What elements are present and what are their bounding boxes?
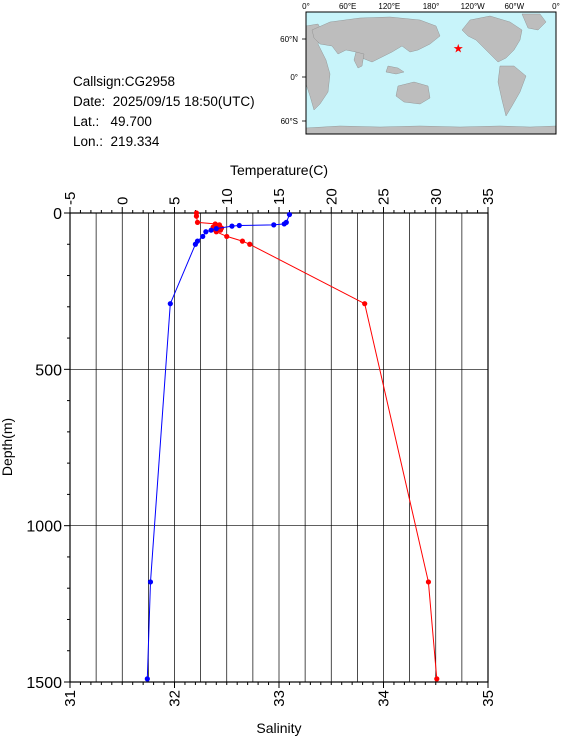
map-lat-label: 60°N [280,35,298,44]
temperature-profile-line [195,213,438,679]
salinity-data-point [200,233,206,240]
land-india [353,51,365,69]
salinity-data-point [271,222,277,228]
axis-ticks [64,207,489,688]
map-lon-label: 180° [423,2,440,11]
lon-value: 219.334 [110,134,160,149]
salinity-tick-label: 31 [62,690,79,707]
map-lat-label: 0° [290,73,298,82]
land-eurasia [311,16,441,63]
depth-tick-labels: 0 500 1000 1500 [26,206,62,692]
date-value: 2025/09/15 18:50(UTC) [112,94,255,109]
salinity-tick-label: 35 [480,690,497,707]
temperature-tick-label: 20 [323,188,340,205]
salinity-data-point [203,229,209,235]
depth-tick-label: 0 [53,206,62,223]
salinity-data-point [208,227,214,233]
salinity-data-point [236,222,242,229]
location-map: 0° 60°E 120°E 180° 120°W 60°W 0° 60°N 0° 60°S ★ [280,2,560,135]
salinity-data-point [144,676,150,682]
temperature-data-point [193,213,200,219]
lat-label: Lat.: [73,114,100,129]
temperature-tick-label: 25 [376,188,393,205]
salinity-data-point [167,301,173,307]
salinity-profile-line [146,214,290,679]
map-lon-label: 60°E [339,2,356,11]
salinity-data-point [286,211,293,218]
salinity-data-point [147,579,154,585]
callsign-row: Callsign:CG2958 [73,72,255,92]
temperature-tick-labels: -5 0 5 10 15 20 25 30 35 [62,188,497,205]
lon-row: Lon.: 219.334 [73,132,255,152]
salinity-tick-label: 33 [271,690,288,707]
map-lon-label: 60°W [505,2,525,11]
salinity-data-point [229,223,235,229]
lat-value: 49.700 [110,114,152,129]
temperature-data-point [434,676,440,682]
chart-grid [69,213,489,682]
land-greenland [521,13,547,31]
temperature-data-point [247,241,253,247]
depth-tick-label: 1500 [26,675,62,692]
land-north-america [461,15,523,63]
temperature-tick-label: 15 [271,188,288,205]
map-lat-label: 60°S [281,117,298,126]
temperature-axis-label: Temperature(C) [230,162,328,178]
lon-label: Lon.: [73,134,104,149]
map-lon-label: 120°E [378,2,400,11]
temperature-tick-label: 10 [219,188,236,205]
salinity-data-point [213,226,219,232]
station-info: Callsign:CG2958 Date: 2025/09/15 18:50(U… [73,72,255,152]
salinity-data-point [281,221,287,227]
salinity-tick-label: 34 [376,690,393,707]
temperature-tick-label: 30 [428,188,445,205]
callsign-label: Callsign: [73,74,125,89]
station-marker-icon: ★ [453,42,464,56]
temperature-tick-label: 0 [114,197,131,205]
temperature-data-point [239,238,246,244]
map-lon-labels: 0° 60°E 120°E 180° 120°W 60°W 0° [302,2,560,11]
temperature-data-point [194,219,201,225]
temperature-data-point [217,227,224,233]
callsign-value: CG2958 [124,74,176,89]
depth-tick-label: 1000 [26,519,62,536]
salinity-tick-labels: 31 32 33 34 35 [62,690,497,707]
depth-tick-label: 500 [35,362,62,379]
map-lat-labels: 60°N 0° 60°S [280,35,306,126]
land-se-asia [385,65,405,75]
temperature-tick-label: -5 [62,192,79,205]
depth-axis-label: Depth(m) [0,418,15,476]
map-lon-label: 0° [552,2,560,11]
land-australia [395,81,431,105]
salinity-axis-label: Salinity [256,720,301,736]
temperature-data-point [425,579,432,585]
temperature-tick-label: 35 [480,188,497,205]
date-row: Date: 2025/09/15 18:50(UTC) [73,92,255,112]
temperature-data-point [362,301,368,307]
salinity-tick-label: 32 [167,690,184,707]
map-lon-label: 0° [302,2,310,11]
land-south-america [497,65,527,117]
temperature-data-point [224,233,230,240]
date-label: Date: [73,94,106,109]
lat-row: Lat.: 49.700 [73,112,255,132]
salinity-data-point [192,241,198,247]
series-layer [144,210,440,682]
map-lon-label: 120°W [461,2,486,11]
map-frame [305,11,557,135]
map-land [305,13,557,135]
temperature-tick-label: 5 [167,197,184,205]
